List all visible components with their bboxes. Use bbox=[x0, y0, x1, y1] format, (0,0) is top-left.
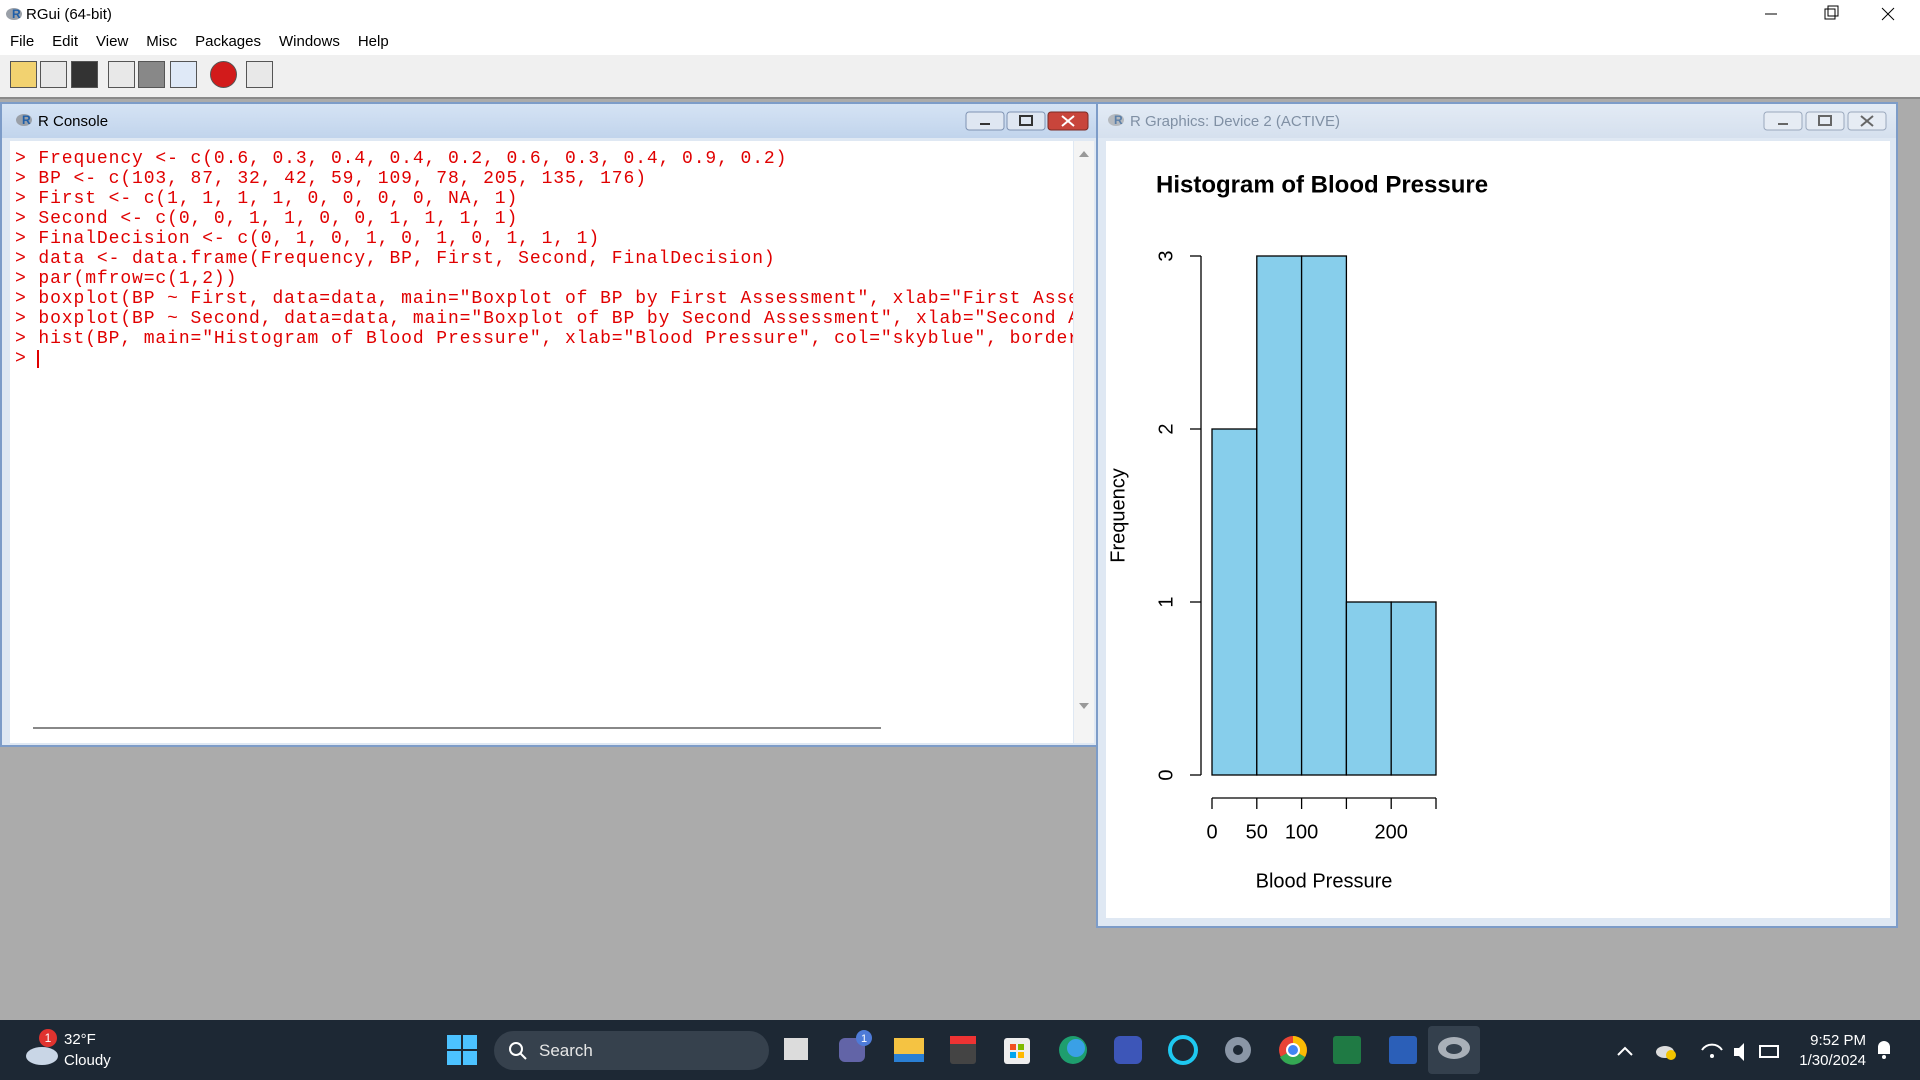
temperature: 32°F bbox=[64, 1031, 96, 1048]
system-tray[interactable] bbox=[1610, 1034, 1780, 1068]
histogram-bar bbox=[1390, 601, 1437, 776]
y-axis-label: Frequency bbox=[1107, 468, 1129, 563]
menu-item[interactable]: Misc bbox=[146, 33, 178, 50]
stop-button[interactable] bbox=[210, 61, 237, 88]
y-tick-label: 0 bbox=[1155, 769, 1177, 780]
weather-badge: 1 bbox=[45, 1031, 52, 1045]
taskbar-apps[interactable]: 1 bbox=[780, 1020, 1500, 1080]
paste-button[interactable] bbox=[138, 61, 165, 88]
console-line: > BP <- c(103, 87, 32, 42, 59, 109, 78, … bbox=[15, 169, 647, 189]
console-controls[interactable] bbox=[962, 110, 1092, 132]
y-tick-label: 1 bbox=[1155, 596, 1177, 607]
plot-area: Histogram of Blood Pressure Blood Pressur… bbox=[1106, 141, 1890, 918]
console-line: > First <- c(1, 1, 1, 1, 0, 0, 0, 0, NA,… bbox=[15, 189, 519, 209]
graphics-window: R R Graphics: Device 2 (ACTIVE) Histogra… bbox=[1096, 102, 1898, 928]
svg-text:R: R bbox=[22, 113, 31, 127]
horizontal-scrollbar[interactable] bbox=[33, 727, 881, 729]
app-titlebar: R RGui (64-bit) bbox=[0, 0, 1920, 29]
console-line: > boxplot(BP ~ Second, data=data, main="… bbox=[15, 309, 1073, 329]
y-tick-label: 3 bbox=[1155, 250, 1177, 261]
r-logo: R bbox=[16, 113, 32, 127]
histogram-bar bbox=[1345, 601, 1392, 776]
console-lines: > Frequency <- c(0.6, 0.3, 0.4, 0.4, 0.2… bbox=[15, 149, 1073, 369]
text-cursor bbox=[37, 350, 39, 368]
search-text: Search bbox=[539, 1041, 593, 1060]
console-line: > boxplot(BP ~ First, data=data, main="B… bbox=[15, 289, 1073, 309]
console-line: > FinalDecision <- c(0, 1, 0, 1, 0, 1, 0… bbox=[15, 229, 601, 249]
menu-item[interactable]: Edit bbox=[52, 33, 79, 50]
teams-badge: 1 bbox=[861, 1033, 867, 1045]
open-button[interactable] bbox=[10, 61, 37, 88]
graphics-title: R Graphics: Device 2 (ACTIVE) bbox=[1130, 113, 1341, 130]
histogram-bar bbox=[1300, 255, 1348, 776]
x-axis-label: Blood Pressure bbox=[1256, 870, 1393, 892]
console-line: > par(mfrow=c(1,2)) bbox=[15, 269, 238, 289]
console-line: > hist(BP, main="Histogram of Blood Pres… bbox=[15, 329, 1073, 349]
refresh-button[interactable] bbox=[170, 61, 197, 88]
console-line: > Frequency <- c(0.6, 0.3, 0.4, 0.4, 0.2… bbox=[15, 149, 788, 169]
x-tick-label: 100 bbox=[1285, 821, 1318, 843]
menu-item[interactable]: Packages bbox=[195, 33, 261, 50]
console-title: R Console bbox=[38, 113, 109, 130]
graphics-controls[interactable] bbox=[1762, 110, 1892, 132]
vertical-scrollbar[interactable] bbox=[1074, 141, 1094, 743]
svg-text:R: R bbox=[12, 7, 21, 21]
taskbar: 1 32°F Cloudy Search 1 bbox=[0, 1020, 1920, 1080]
search-box[interactable]: Search bbox=[494, 1031, 769, 1070]
menu-item[interactable]: Help bbox=[357, 33, 389, 50]
window-controls[interactable] bbox=[1740, 0, 1920, 29]
menu-item[interactable]: Windows bbox=[278, 33, 340, 50]
x-tick-label: 50 bbox=[1246, 821, 1268, 843]
clock-date: 1/30/2024 bbox=[1799, 1052, 1866, 1069]
load-button[interactable] bbox=[40, 61, 67, 88]
console-line: > bbox=[15, 349, 27, 369]
svg-text:R: R bbox=[1114, 113, 1123, 127]
y-tick-label: 2 bbox=[1155, 423, 1177, 434]
print-button[interactable] bbox=[246, 61, 273, 88]
start-button[interactable] bbox=[446, 1034, 478, 1066]
console-line: > data <- data.frame(Frequency, BP, Firs… bbox=[15, 249, 776, 269]
r-logo: R bbox=[1108, 113, 1124, 127]
x-tick-label: 0 bbox=[1206, 821, 1217, 843]
menu-bar: File Edit View Misc Packages Windows Help bbox=[0, 29, 1920, 55]
histogram-bar bbox=[1211, 428, 1258, 776]
menu-item[interactable]: File bbox=[10, 33, 35, 50]
x-tick-label: 200 bbox=[1375, 821, 1408, 843]
app-title: RGui (64-bit) bbox=[26, 6, 112, 23]
console-line: > Second <- c(0, 0, 1, 1, 0, 0, 1, 1, 1,… bbox=[15, 209, 519, 229]
copy-button[interactable] bbox=[108, 61, 135, 88]
chart-title: Histogram of Blood Pressure bbox=[1156, 171, 1488, 198]
weather-icon[interactable]: 1 bbox=[20, 1028, 70, 1072]
save-button[interactable] bbox=[71, 61, 98, 88]
search-icon bbox=[509, 1042, 527, 1060]
console-titlebar: R R Console bbox=[2, 104, 1098, 138]
clock-time: 9:52 PM bbox=[1810, 1032, 1866, 1049]
graphics-titlebar: R R Graphics: Device 2 (ACTIVE) bbox=[1098, 104, 1896, 138]
histogram-bar bbox=[1256, 255, 1303, 776]
console-window: R R Console > Frequency <- c(0.6, 0.3, 0… bbox=[0, 102, 1100, 747]
menu-item[interactable]: View bbox=[96, 33, 129, 50]
r-logo: R bbox=[6, 7, 22, 21]
console-output[interactable]: > Frequency <- c(0.6, 0.3, 0.4, 0.4, 0.2… bbox=[10, 141, 1073, 743]
toolbar bbox=[0, 55, 1920, 99]
weather-text: Cloudy bbox=[64, 1052, 111, 1069]
notification-bell[interactable] bbox=[1874, 1038, 1894, 1062]
scroll-arrows bbox=[1079, 151, 1089, 709]
